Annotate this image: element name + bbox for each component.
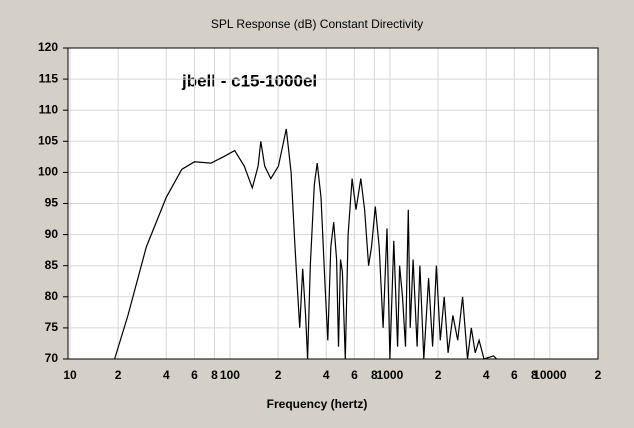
x-axis-label: Frequency (hertz) [267, 397, 368, 411]
plot-border [67, 47, 599, 360]
y-tick-label: 80 [45, 289, 59, 303]
x-tick-label: 100 [220, 368, 240, 382]
x-tick-label: 6 [511, 368, 518, 382]
x-tick-label: 1000 [377, 368, 404, 382]
y-tick-label: 70 [45, 351, 59, 365]
y-tick-label: 110 [39, 102, 59, 116]
annotation: jbell - c15-1000el [181, 71, 317, 90]
x-tick-label: 8 [371, 368, 378, 382]
x-tick-label: 4 [163, 368, 170, 382]
x-tick-label: 2 [115, 368, 122, 382]
x-tick-label: 2 [275, 368, 282, 382]
x-tick-label: 8 [531, 368, 538, 382]
x-tick-label: 8 [211, 368, 218, 382]
y-tick-label: 75 [45, 320, 59, 334]
y-tick-label: 85 [45, 258, 59, 272]
y-tick-label: 115 [39, 71, 59, 85]
spl-line [114, 128, 498, 360]
y-tick-label: 120 [38, 40, 58, 54]
x-tick-label: 2 [435, 368, 442, 382]
y-tick-label: 100 [38, 165, 58, 179]
x-tick-label: 4 [323, 368, 330, 382]
x-tick-label: 6 [351, 368, 358, 382]
chart-title: SPL Response (dB) Constant Directivity [211, 17, 423, 31]
y-tick-label: 90 [45, 227, 59, 241]
y-tick-label: 95 [45, 196, 59, 210]
x-tick-label: 10000 [533, 368, 567, 382]
x-tick-label: 6 [191, 368, 198, 382]
x-tick-label: 4 [483, 368, 490, 382]
x-tick-label: 2 [595, 368, 602, 382]
x-tick-label: 10 [63, 368, 77, 382]
y-tick-label: 105 [38, 133, 58, 147]
